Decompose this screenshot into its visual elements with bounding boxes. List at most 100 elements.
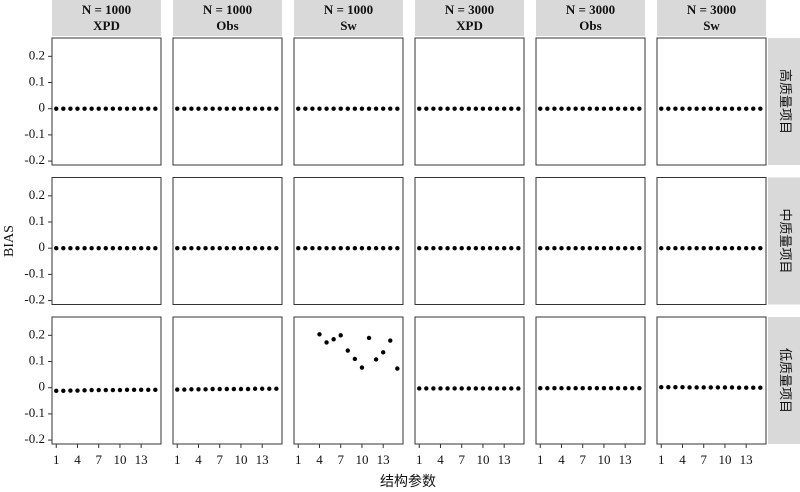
point <box>438 386 443 391</box>
x-tick-label: 7 <box>579 452 586 467</box>
x-tick-label: 13 <box>256 452 269 467</box>
point <box>680 384 685 390</box>
y-tick-label: 0.2 <box>29 187 45 202</box>
y-tick-label: -0.1 <box>24 405 45 420</box>
point <box>487 246 493 251</box>
point <box>466 106 471 111</box>
strip <box>536 0 645 36</box>
point <box>124 106 130 111</box>
point <box>509 386 514 391</box>
x-axis-label: 结构参数 <box>380 473 436 490</box>
point <box>175 246 180 251</box>
y-tick-label: 0.1 <box>29 73 45 88</box>
point <box>758 385 763 390</box>
point <box>359 106 365 111</box>
point <box>110 387 116 393</box>
point <box>245 106 251 111</box>
point <box>203 106 208 111</box>
point <box>573 106 578 111</box>
point <box>238 386 244 392</box>
panel <box>535 177 646 305</box>
point <box>274 246 279 251</box>
point <box>210 106 215 111</box>
strip-label: N = 3000 <box>687 2 736 17</box>
x-tick-label: 10 <box>718 452 731 467</box>
point <box>438 106 443 111</box>
y-tick-label: 0.1 <box>29 352 45 367</box>
point <box>203 387 208 392</box>
point <box>516 106 521 111</box>
point <box>338 106 343 111</box>
point <box>82 246 87 251</box>
point <box>594 106 600 111</box>
point <box>666 246 671 251</box>
point <box>743 385 749 390</box>
point <box>296 246 301 251</box>
point <box>103 106 108 111</box>
point <box>680 246 685 251</box>
point <box>608 246 614 251</box>
point <box>75 388 80 393</box>
point <box>494 246 500 251</box>
point <box>89 246 94 251</box>
point <box>380 350 386 355</box>
point <box>751 246 756 251</box>
point <box>380 246 386 251</box>
point <box>210 386 215 392</box>
point <box>580 386 585 391</box>
point <box>366 246 372 251</box>
point <box>708 106 713 111</box>
point <box>694 385 699 390</box>
point <box>359 365 365 370</box>
point <box>673 106 678 111</box>
point <box>331 246 336 251</box>
point <box>252 106 258 111</box>
point <box>480 386 486 391</box>
point <box>395 366 400 371</box>
y-tick-label: -0.2 <box>24 152 45 167</box>
point <box>594 386 600 391</box>
point <box>509 106 514 111</box>
point <box>182 246 187 251</box>
point <box>117 387 123 393</box>
point <box>380 106 386 111</box>
point <box>103 387 108 393</box>
point <box>715 106 721 111</box>
point <box>637 106 642 111</box>
point <box>96 246 101 251</box>
point <box>751 385 756 390</box>
point <box>466 246 471 251</box>
point <box>153 246 158 251</box>
point <box>630 246 635 251</box>
point <box>417 386 422 391</box>
point <box>373 246 379 251</box>
point <box>189 246 194 251</box>
point <box>701 385 706 390</box>
point <box>480 106 486 111</box>
x-tick-label: 7 <box>700 452 707 467</box>
panel <box>172 177 283 305</box>
point <box>659 106 664 111</box>
point <box>459 386 464 391</box>
point <box>96 106 101 111</box>
point <box>324 106 329 111</box>
point <box>473 106 479 111</box>
point <box>175 387 180 392</box>
y-tick-label: 0.2 <box>29 326 45 341</box>
point <box>559 386 564 391</box>
point <box>54 106 59 111</box>
strip <box>415 0 524 36</box>
point <box>687 385 692 390</box>
point <box>110 246 116 251</box>
x-tick-label: 4 <box>558 452 565 467</box>
strip-label: N = 1000 <box>203 2 252 17</box>
point <box>552 386 557 391</box>
point <box>601 246 607 251</box>
point <box>587 246 592 251</box>
x-tick-label: 7 <box>95 452 102 467</box>
point <box>666 106 671 111</box>
point <box>146 387 151 392</box>
point <box>601 106 607 111</box>
point <box>659 246 664 251</box>
point <box>352 246 358 251</box>
